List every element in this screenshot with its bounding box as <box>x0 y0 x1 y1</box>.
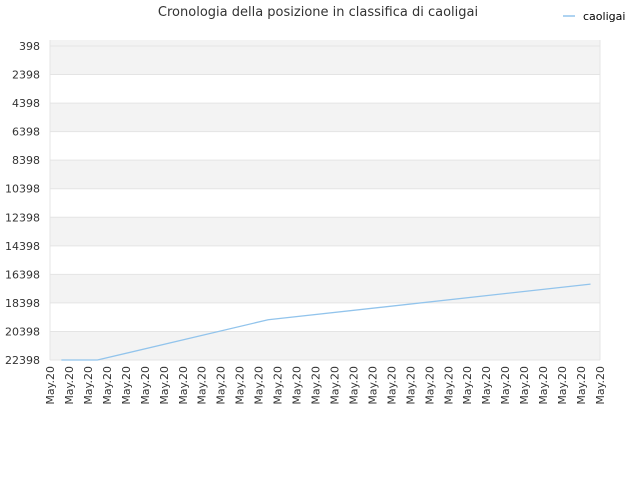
x-tick-label: May.20 <box>101 366 114 405</box>
background-band <box>50 188 600 218</box>
y-tick-label: 12398 <box>5 211 40 224</box>
x-tick-label: May.20 <box>139 366 152 405</box>
chart-title: Cronologia della posizione in classifica… <box>158 5 478 20</box>
x-tick-label: May.20 <box>347 366 360 405</box>
background-band <box>50 74 600 104</box>
background-band <box>50 302 600 332</box>
background-band <box>50 103 600 132</box>
background-band <box>50 274 600 303</box>
y-tick-label: 4398 <box>12 97 40 110</box>
y-tick-label: 20398 <box>5 325 40 338</box>
x-tick-label: May.20 <box>423 366 436 405</box>
x-tick-label: May.20 <box>594 366 607 405</box>
x-tick-label: May.20 <box>442 366 455 405</box>
x-tick-label: May.20 <box>82 366 95 405</box>
background-band <box>50 331 600 360</box>
x-tick-label: May.20 <box>556 366 569 405</box>
x-tick-label: May.20 <box>461 366 474 405</box>
y-tick-label: 22398 <box>5 354 40 367</box>
y-tick-label: 16398 <box>5 268 40 281</box>
x-tick-label: May.20 <box>234 366 247 405</box>
background-band <box>50 40 600 75</box>
series-group <box>61 283 591 361</box>
background-band <box>50 245 600 275</box>
x-tick-label: May.20 <box>310 366 323 405</box>
x-tick-label: May.20 <box>575 366 588 405</box>
x-tick-label: May.20 <box>404 366 417 405</box>
x-tick-label: May.20 <box>518 366 531 405</box>
x-tick-label: May.20 <box>480 366 493 405</box>
x-tick-label: May.20 <box>196 366 209 405</box>
y-axis-ticks: 398 2398 4398 6398 8398 10398 12398 14398 16398 1… <box>5 40 40 367</box>
background-band <box>50 160 600 189</box>
x-axis-ticks: May.20 May.20 May.20 May.20 May.20 May.20 May.… <box>44 366 607 405</box>
legend: caoligai <box>563 10 625 23</box>
x-tick-label: May.20 <box>44 366 57 405</box>
grid-lines <box>49 40 601 361</box>
x-tick-label: May.20 <box>291 366 304 405</box>
x-tick-label: May.20 <box>328 366 341 405</box>
background-band <box>50 217 600 246</box>
y-tick-label: 14398 <box>5 240 40 253</box>
legend-label: caoligai <box>583 10 625 23</box>
background-bands <box>50 40 600 360</box>
x-tick-label: May.20 <box>499 366 512 405</box>
y-tick-label: 2398 <box>12 69 40 82</box>
x-tick-label: May.20 <box>215 366 228 405</box>
x-tick-label: May.20 <box>63 366 76 405</box>
x-tick-label: May.20 <box>253 366 266 405</box>
y-tick-label: 18398 <box>5 297 40 310</box>
background-band <box>50 131 600 161</box>
x-tick-label: May.20 <box>385 366 398 405</box>
y-tick-label: 8398 <box>12 154 40 167</box>
y-tick-label: 6398 <box>12 126 40 139</box>
x-tick-label: May.20 <box>177 366 190 405</box>
y-tick-label: 10398 <box>5 183 40 196</box>
series-line-caoligai <box>61 283 591 361</box>
x-tick-label: May.20 <box>366 366 379 405</box>
y-tick-label: 398 <box>19 40 40 53</box>
x-tick-label: May.20 <box>120 366 133 405</box>
x-tick-label: May.20 <box>158 366 171 405</box>
x-tick-label: May.20 <box>537 366 550 405</box>
x-tick-label: May.20 <box>272 366 285 405</box>
